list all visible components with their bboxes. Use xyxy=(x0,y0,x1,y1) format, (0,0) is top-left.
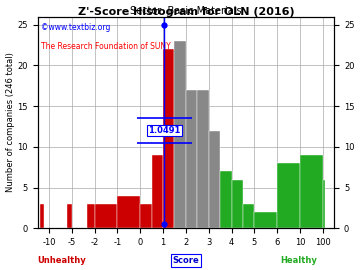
Text: The Research Foundation of SUNY: The Research Foundation of SUNY xyxy=(41,42,170,51)
Bar xyxy=(95,204,117,228)
Bar xyxy=(67,204,72,228)
Bar xyxy=(209,131,220,228)
Y-axis label: Number of companies (246 total): Number of companies (246 total) xyxy=(5,53,14,193)
Text: ©www.textbiz.org: ©www.textbiz.org xyxy=(41,23,110,32)
Bar xyxy=(323,180,325,228)
Text: Healthy: Healthy xyxy=(280,256,317,265)
Bar xyxy=(87,204,95,228)
Bar xyxy=(117,196,140,228)
Bar xyxy=(175,41,186,228)
Title: Z'-Score Histogram for OLN (2016): Z'-Score Histogram for OLN (2016) xyxy=(77,6,294,16)
Text: 1.0491: 1.0491 xyxy=(148,126,181,135)
Bar xyxy=(152,155,163,228)
Bar xyxy=(186,90,197,228)
Bar xyxy=(40,204,44,228)
Bar xyxy=(220,171,231,228)
Bar xyxy=(140,204,152,228)
Bar xyxy=(277,163,300,228)
Bar xyxy=(300,155,323,228)
Bar xyxy=(243,204,255,228)
Text: Sector: Basic Materials: Sector: Basic Materials xyxy=(130,6,242,16)
Text: Score: Score xyxy=(172,256,199,265)
Bar xyxy=(197,90,209,228)
Bar xyxy=(255,212,277,228)
Bar xyxy=(163,49,175,228)
Text: Unhealthy: Unhealthy xyxy=(37,256,86,265)
Bar xyxy=(231,180,243,228)
